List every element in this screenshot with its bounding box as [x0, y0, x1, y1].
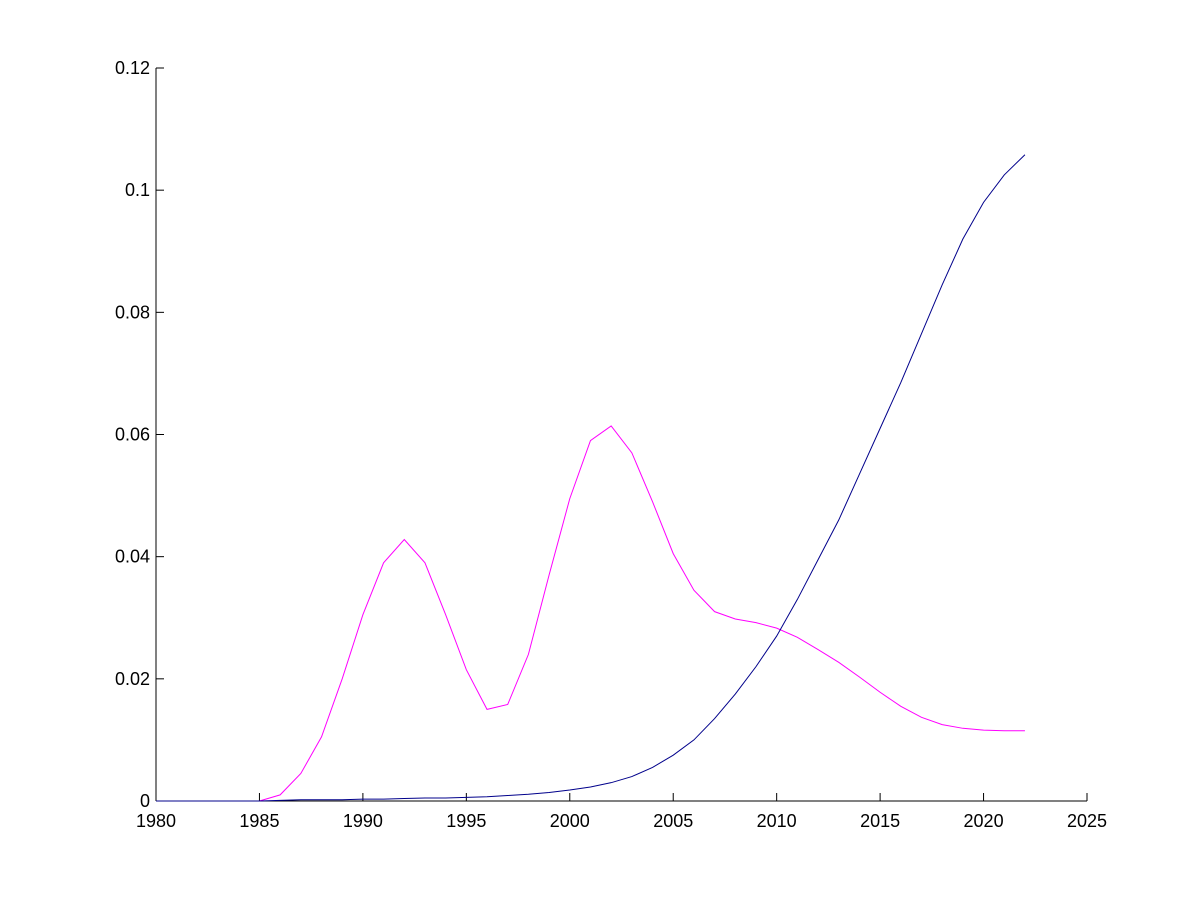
plot-area: 1980 1985 1990 1995 2000 2005 2010 2015 2020 2025…	[115, 58, 1107, 831]
series-layer	[156, 154, 1026, 802]
y-tick-label: 0.02	[115, 669, 150, 689]
x-tick-label: 2025	[1067, 811, 1107, 831]
y-axis-ticks: 0 0.02 0.04 0.06 0.08 0.1 0.12	[115, 58, 164, 811]
x-tick-label: 2000	[550, 811, 590, 831]
y-tick-label: 0.08	[115, 302, 150, 322]
y-tick-label: 0.06	[115, 425, 150, 445]
x-tick-label: 2010	[757, 811, 797, 831]
y-tick-label: 0.12	[115, 58, 150, 78]
x-tick-label: 1985	[239, 811, 279, 831]
x-axis-ticks: 1980 1985 1990 1995 2000 2005 2010 2015 2020 2025	[136, 793, 1107, 831]
series-line-2	[156, 154, 1026, 802]
y-tick-label: 0	[140, 791, 150, 811]
x-tick-label: 1990	[343, 811, 383, 831]
x-tick-label: 1980	[136, 811, 176, 831]
series-line-1	[156, 425, 1025, 802]
x-tick-label: 2015	[860, 811, 900, 831]
x-tick-label: 1995	[446, 811, 486, 831]
x-tick-label: 2020	[964, 811, 1004, 831]
y-tick-label: 0.1	[125, 180, 150, 200]
x-tick-label: 2005	[653, 811, 693, 831]
y-tick-label: 0.04	[115, 547, 150, 567]
